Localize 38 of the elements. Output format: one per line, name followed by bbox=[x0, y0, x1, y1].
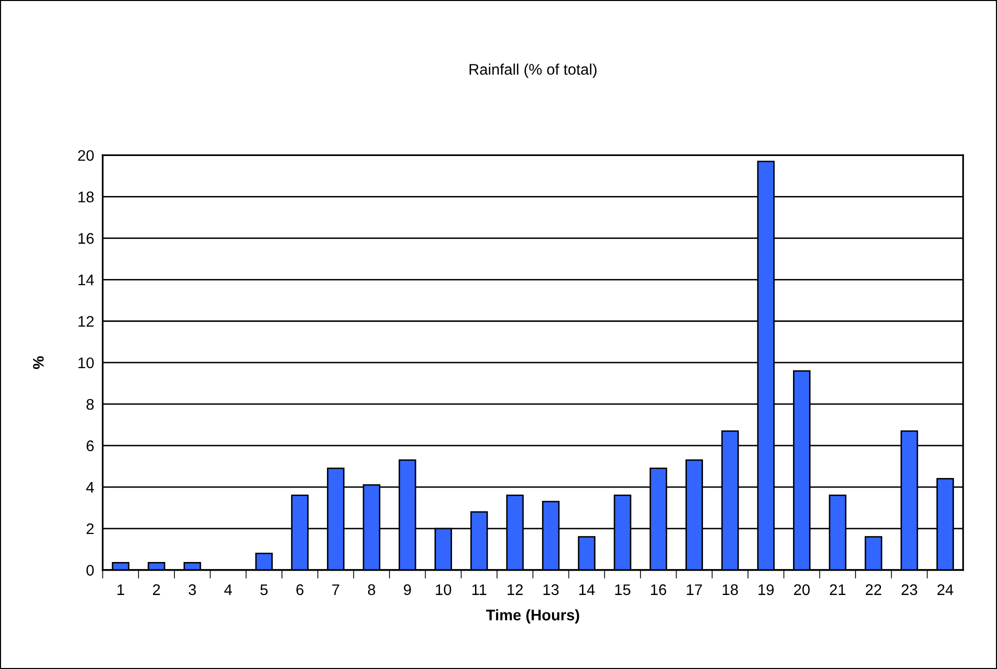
y-tick-label: 14 bbox=[78, 274, 94, 286]
x-tick-label: 15 bbox=[615, 584, 630, 596]
x-tick-label: 21 bbox=[830, 584, 846, 595]
x-tick-label: 6 bbox=[296, 584, 304, 596]
x-tick-label: 17 bbox=[686, 584, 702, 595]
y-tick-label: 16 bbox=[78, 233, 94, 244]
x-tick-label: 11 bbox=[472, 584, 486, 595]
chart-title: Rainfall (% of total) bbox=[470, 64, 596, 78]
x-tick-label: 2 bbox=[152, 584, 160, 595]
y-tick-label: 12 bbox=[78, 316, 94, 327]
x-tick-label: 7 bbox=[332, 584, 340, 595]
x-tick-label: 5 bbox=[260, 584, 268, 596]
x-tick-label: 14 bbox=[579, 584, 595, 595]
x-tick-label: 20 bbox=[794, 584, 810, 596]
y-tick-label: 10 bbox=[78, 357, 94, 368]
x-tick-label: 9 bbox=[404, 584, 411, 596]
x-tick-label: 12 bbox=[508, 584, 523, 595]
x-tick-label: 4 bbox=[224, 584, 232, 595]
x-tick-label: 19 bbox=[758, 584, 774, 596]
y-tick-label: 4 bbox=[86, 482, 94, 493]
y-tick-label: 18 bbox=[78, 192, 94, 202]
x-tick-label: 16 bbox=[651, 584, 666, 596]
x-tick-label: 10 bbox=[436, 584, 452, 596]
y-tick-label: 8 bbox=[86, 398, 94, 410]
y-tick-label: 6 bbox=[86, 440, 94, 452]
y-axis-title: % bbox=[33, 356, 44, 370]
x-tick-label: 23 bbox=[902, 584, 918, 596]
x-axis-title: Time (Hours) bbox=[486, 609, 580, 624]
x-tick-label: 1 bbox=[118, 584, 124, 595]
x-tick-label: 22 bbox=[866, 584, 882, 595]
x-tick-label: 3 bbox=[188, 584, 196, 596]
y-tick-label: 20 bbox=[78, 150, 94, 161]
x-tick-label: 18 bbox=[722, 584, 738, 596]
x-tick-label: 24 bbox=[937, 584, 954, 595]
y-tick-label: 2 bbox=[86, 523, 94, 534]
x-tick-label: 8 bbox=[368, 584, 376, 596]
x-tick-label: 13 bbox=[543, 584, 559, 596]
y-tick-label: 0 bbox=[86, 564, 94, 576]
